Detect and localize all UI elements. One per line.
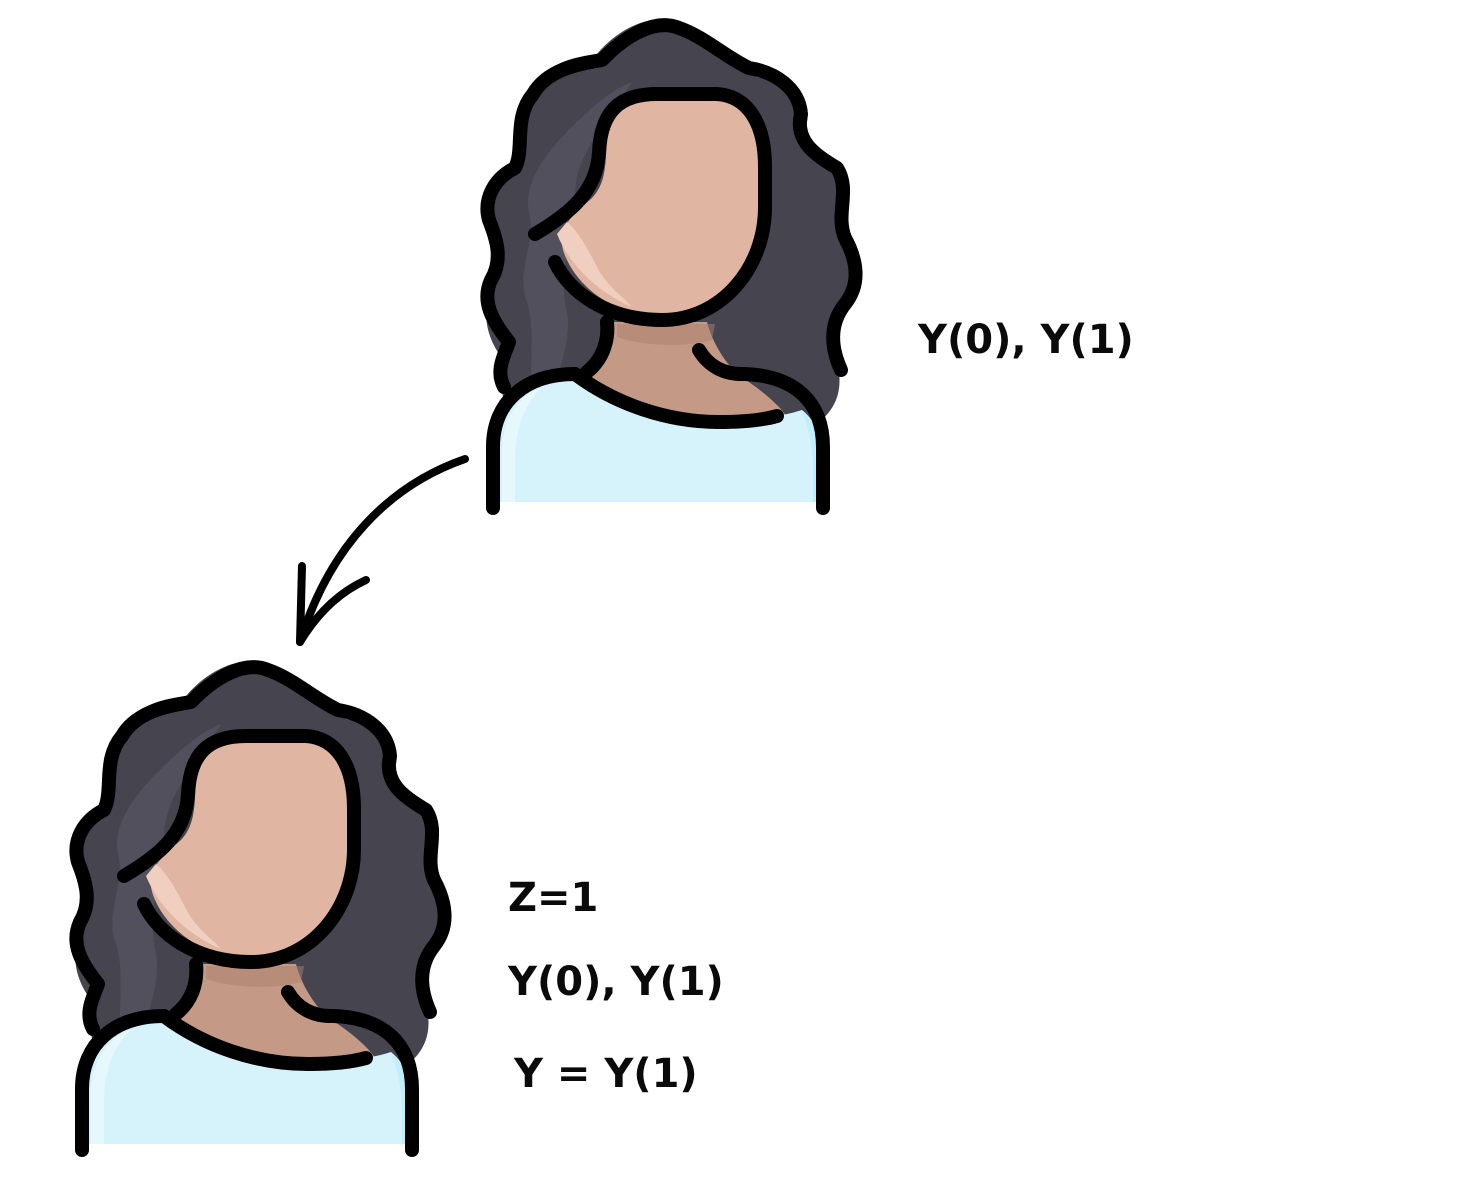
bottom-person-potential-outcomes-label: Y(0), Y(1) — [508, 959, 724, 1005]
observed-outcome-label: Y = Y(1) — [514, 1051, 698, 1097]
treatment-assignment-label: Z=1 — [508, 875, 599, 921]
arrow-head-right — [296, 576, 370, 646]
arrow — [296, 455, 469, 646]
arrow-shaft — [296, 455, 469, 646]
arrow-head-left — [296, 562, 306, 646]
person-icon-top — [486, 19, 860, 508]
top-person-potential-outcomes-label: Y(0), Y(1) — [918, 317, 1134, 363]
person-icon-bottom — [75, 661, 449, 1150]
